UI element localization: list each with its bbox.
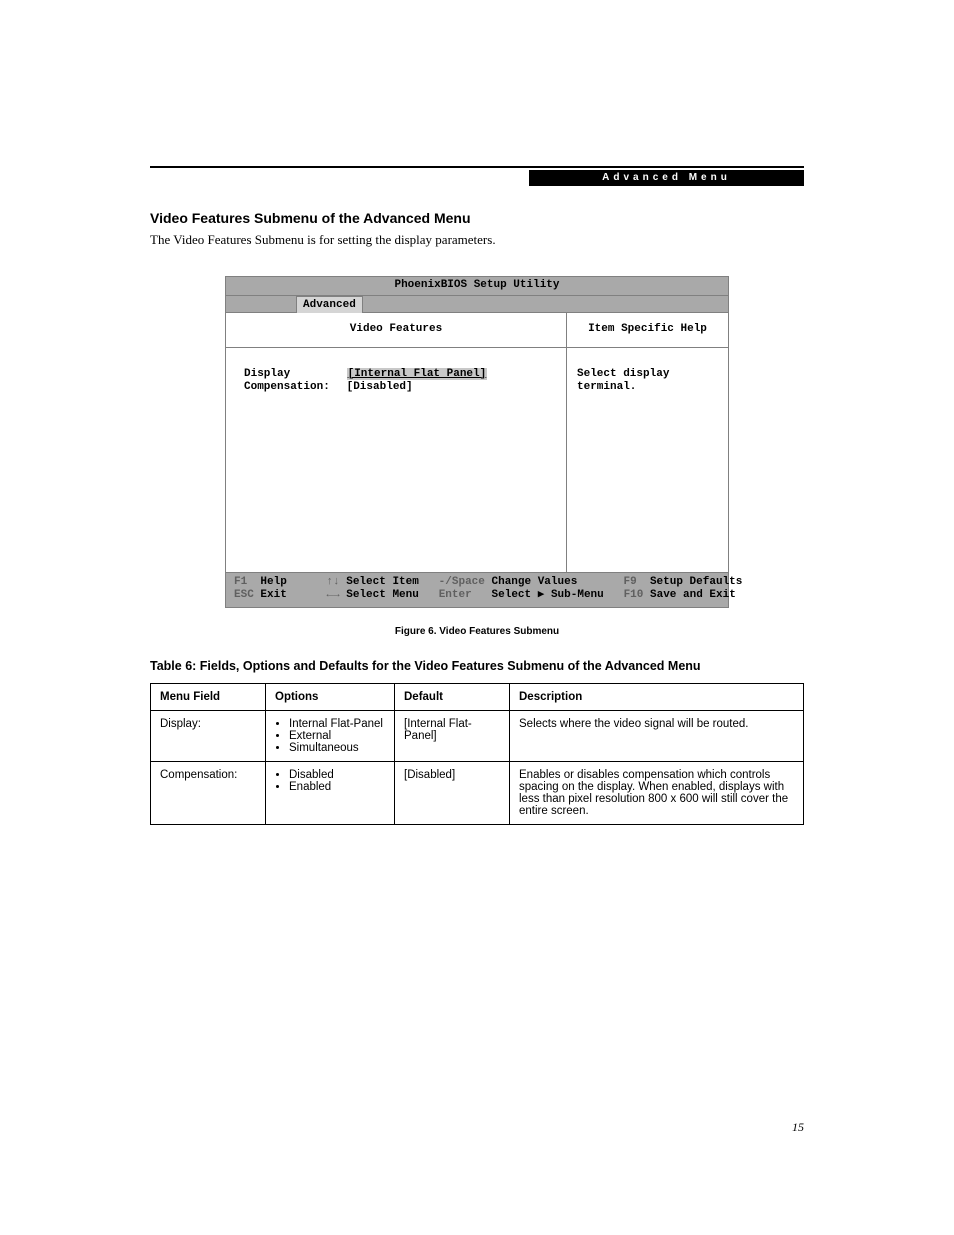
list-item: Enabled	[289, 781, 385, 793]
col-header-description: Description	[510, 684, 804, 711]
intro-paragraph: The Video Features Submenu is for settin…	[150, 232, 804, 248]
cell-description: Selects where the video signal will be r…	[510, 711, 804, 762]
label-help: Help	[260, 576, 286, 588]
bios-help-text: Select display terminal.	[567, 348, 728, 572]
key-enter: Enter	[439, 589, 472, 601]
col-header-options: Options	[266, 684, 395, 711]
label-select-submenu: Select ▶ Sub-Menu	[492, 589, 604, 601]
bios-field-compensation-value[interactable]: [Disabled]	[347, 381, 413, 393]
table-title: Table 6: Fields, Options and Defaults fo…	[150, 659, 804, 673]
label-change-values: Change Values	[492, 576, 578, 588]
label-select-item: Select Item	[346, 576, 419, 588]
bios-fields-area: Display [Internal Flat Panel] Compensati…	[226, 348, 566, 572]
bios-left-header: Video Features	[226, 313, 566, 348]
table-header-row: Menu Field Options Default Description	[151, 684, 804, 711]
bios-field-compensation[interactable]: Compensation: [Disabled]	[244, 381, 552, 395]
bios-right-pane: Item Specific Help Select display termin…	[567, 313, 728, 572]
page: Advanced Menu Video Features Submenu of …	[0, 0, 954, 1235]
bios-left-pane: Video Features Display [Internal Flat Pa…	[226, 313, 567, 572]
bios-field-display-value[interactable]: [Internal Flat Panel]	[347, 368, 488, 380]
label-exit: Exit	[260, 589, 286, 601]
bios-field-compensation-label: Compensation:	[244, 381, 340, 395]
figure-caption: Figure 6. Video Features Submenu	[150, 626, 804, 637]
key-f10: F10	[624, 589, 644, 601]
cell-menu-field: Compensation:	[151, 762, 266, 825]
list-item: External	[289, 730, 385, 742]
cell-options: Disabled Enabled	[266, 762, 395, 825]
key-leftright: ←→	[326, 589, 339, 601]
top-rule	[150, 166, 804, 168]
cell-default: [Internal Flat-Panel]	[395, 711, 510, 762]
key-f1: F1	[234, 576, 247, 588]
cell-menu-field: Display:	[151, 711, 266, 762]
bios-footer: F1 Help ↑↓ Select Item -/Space Change Va…	[226, 572, 728, 608]
key-f9: F9	[624, 576, 637, 588]
section-title: Video Features Submenu of the Advanced M…	[150, 210, 804, 226]
header-bar: Advanced Menu	[529, 170, 804, 186]
label-save-exit: Save and Exit	[650, 589, 736, 601]
cell-description: Enables or disables compensation which c…	[510, 762, 804, 825]
options-table: Menu Field Options Default Description D…	[150, 683, 804, 825]
list-item: Internal Flat-Panel	[289, 718, 385, 730]
table-row: Compensation: Disabled Enabled [Disabled…	[151, 762, 804, 825]
col-header-menu-field: Menu Field	[151, 684, 266, 711]
table-row: Display: Internal Flat-Panel External Si…	[151, 711, 804, 762]
bios-right-header: Item Specific Help	[567, 313, 728, 348]
page-number: 15	[792, 1120, 804, 1135]
bios-tab-advanced[interactable]: Advanced	[296, 296, 363, 313]
bios-field-display[interactable]: Display [Internal Flat Panel]	[244, 368, 552, 382]
bios-title: PhoenixBIOS Setup Utility	[226, 277, 728, 296]
key-esc: ESC	[234, 589, 254, 601]
list-item: Disabled	[289, 769, 385, 781]
list-item: Simultaneous	[289, 742, 385, 754]
bios-field-display-label: Display	[244, 368, 340, 382]
cell-options: Internal Flat-Panel External Simultaneou…	[266, 711, 395, 762]
key-updown: ↑↓	[326, 576, 339, 588]
label-select-menu: Select Menu	[346, 589, 419, 601]
col-header-default: Default	[395, 684, 510, 711]
bios-window: PhoenixBIOS Setup Utility Advanced Video…	[225, 276, 729, 608]
label-setup-defaults: Setup Defaults	[650, 576, 742, 588]
key-minus-space: -/Space	[439, 576, 485, 588]
bios-body: Video Features Display [Internal Flat Pa…	[226, 313, 728, 572]
bios-tab-bar: Advanced	[226, 296, 728, 313]
cell-default: [Disabled]	[395, 762, 510, 825]
